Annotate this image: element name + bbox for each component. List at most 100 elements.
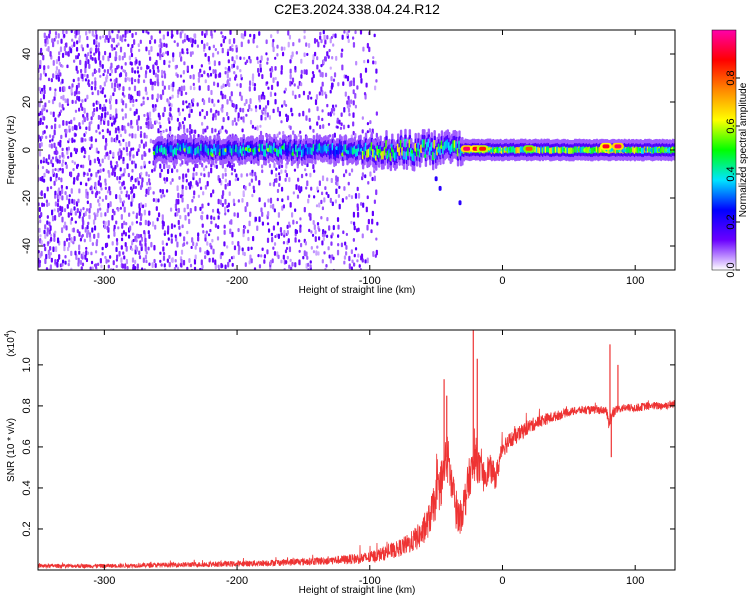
heatmap-cell (102, 55, 105, 61)
spectrogram-x-tick-label: 100 (626, 275, 644, 287)
heatmap-cell (284, 249, 288, 254)
heatmap-cell (282, 254, 285, 260)
heatmap-cell (49, 50, 52, 57)
heatmap-cell (288, 34, 292, 40)
heatmap-cell (58, 254, 61, 260)
heatmap-cell (142, 30, 145, 34)
heatmap-cell (54, 194, 57, 199)
heatmap-cell (42, 178, 46, 183)
heatmap-cell (250, 178, 254, 183)
heatmap-cell (321, 240, 324, 246)
heatmap-cell (307, 198, 310, 204)
heatmap-cell (181, 39, 185, 44)
heatmap-cell (139, 222, 142, 226)
heatmap-cell (364, 259, 367, 264)
heatmap-cell (243, 225, 247, 229)
heatmap-cell (207, 233, 211, 237)
heatmap-cell (138, 90, 141, 97)
heatmap-cell (368, 46, 371, 53)
heatmap-cell (260, 114, 263, 121)
heatmap-cell (245, 173, 249, 177)
heatmap-cell (321, 175, 325, 182)
heatmap-cell (94, 186, 98, 191)
heatmap-cell (130, 47, 133, 54)
heatmap-cell (371, 210, 374, 217)
heatmap-cell (128, 55, 131, 61)
heatmap-cell (343, 106, 346, 113)
heatmap-cell (115, 258, 118, 262)
heatmap-cell (210, 215, 213, 220)
heatmap-cell (66, 203, 69, 209)
heatmap-cell (354, 30, 357, 35)
heatmap-cell (253, 33, 256, 40)
heatmap-cell (231, 63, 234, 69)
heatmap-cell (173, 40, 176, 44)
heatmap-cell (194, 33, 197, 39)
heatmap-cell (163, 163, 166, 170)
heatmap-cell (325, 191, 328, 195)
heatmap-cell (350, 99, 353, 105)
heatmap-cell (198, 73, 201, 78)
heatmap-cell (299, 224, 302, 228)
heatmap-cell (186, 266, 189, 270)
heatmap-cell (128, 155, 132, 161)
heatmap-cell (132, 147, 135, 151)
heatmap-cell (370, 229, 373, 234)
heatmap-cell (94, 214, 97, 221)
heatmap-cell (217, 110, 220, 116)
heatmap-cell (44, 246, 47, 252)
heatmap-cell (79, 59, 82, 66)
snr-x-tick-label: -200 (226, 575, 248, 587)
heatmap-cell (193, 266, 197, 270)
heatmap-cell (178, 121, 181, 128)
heatmap-cell (41, 87, 44, 92)
snr-y-tick-label: 0.8 (21, 398, 33, 413)
heatmap-cell (276, 188, 280, 194)
heatmap-cell (141, 177, 144, 183)
heatmap-cell (51, 99, 55, 105)
heatmap-cell (54, 117, 57, 123)
heatmap-cell (333, 132, 336, 138)
heatmap-cell (88, 83, 91, 88)
heatmap-cell (69, 47, 73, 54)
heatmap-cell (140, 236, 144, 242)
heatmap-cell (40, 159, 43, 164)
heatmap-cell (318, 228, 321, 232)
heatmap-cell (39, 117, 42, 123)
heatmap-cell (323, 197, 326, 203)
heatmap-cell (107, 259, 110, 263)
heatmap-cell (49, 264, 52, 270)
heatmap-cell (49, 176, 52, 182)
heatmap-cell (131, 160, 134, 165)
heatmap-cell (121, 116, 125, 121)
heatmap-cell (70, 217, 74, 221)
heatmap-cell (107, 220, 110, 227)
heatmap-cell (373, 33, 376, 38)
heatmap-cell (97, 124, 100, 130)
heatmap-cell (244, 206, 247, 213)
heatmap-cell (258, 264, 262, 269)
heatmap-cell (163, 85, 166, 90)
heatmap-cell (233, 168, 237, 173)
heatmap-cell (191, 237, 194, 243)
heatmap-cell (209, 72, 213, 77)
heatmap-cell (206, 42, 209, 47)
snr-y-tick-label: 1.0 (21, 357, 33, 372)
heatmap-cell (312, 163, 315, 170)
heatmap-cell (131, 125, 134, 129)
heatmap-cell (143, 160, 146, 166)
heatmap-cell (289, 125, 292, 130)
heatmap-cell (344, 169, 348, 174)
heatmap-cell (233, 117, 237, 123)
heatmap-cell (218, 178, 221, 184)
heatmap-cell (327, 122, 331, 126)
heatmap-cell (141, 154, 144, 161)
heatmap-cell (320, 38, 323, 44)
heatmap-cell (145, 91, 148, 96)
heatmap-cell (366, 257, 369, 264)
heatmap-cell (200, 73, 204, 78)
heatmap-cell (156, 74, 159, 80)
heatmap-cell (335, 188, 338, 195)
heatmap-cell (44, 38, 47, 44)
heatmap-cell (67, 241, 71, 248)
